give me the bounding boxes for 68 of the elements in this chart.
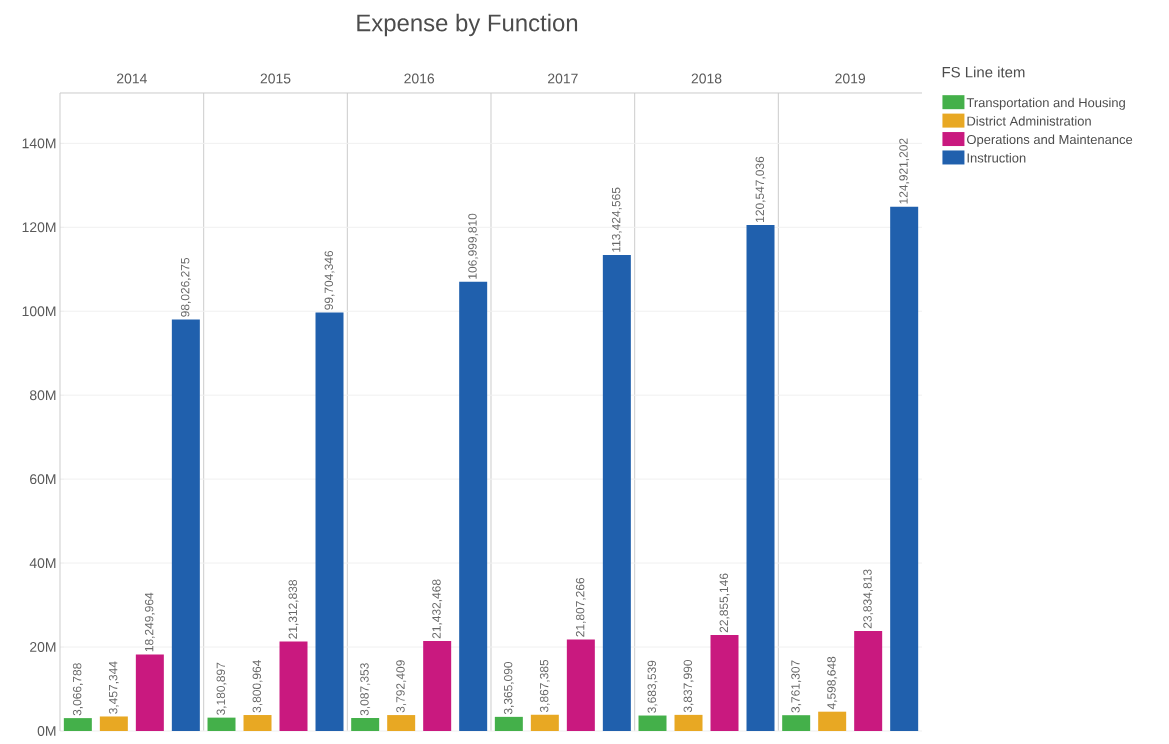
y-tick-label: 20M — [30, 642, 56, 652]
bar — [243, 715, 272, 731]
data-label: 3,837,990 — [683, 659, 694, 713]
bar — [602, 254, 631, 731]
y-tick-label: 140M — [22, 138, 56, 149]
data-label: 98,026,275 — [180, 258, 191, 317]
bar — [423, 641, 452, 731]
data-label: 21,807,266 — [575, 577, 586, 637]
bar — [530, 714, 559, 731]
data-label: 3,800,964 — [252, 660, 263, 713]
data-label: 3,066,788 — [72, 663, 83, 716]
x-tick-label: 2019 — [835, 73, 866, 84]
data-label: 4,598,648 — [827, 656, 838, 710]
data-label: 3,792,409 — [396, 660, 407, 713]
bar — [566, 639, 595, 731]
bar — [387, 715, 416, 731]
data-label: 120,547,036 — [755, 156, 766, 222]
legend-title: FS Line item — [942, 66, 1025, 78]
y-tick-label: 80M — [29, 390, 56, 401]
data-label: 3,683,539 — [647, 660, 658, 713]
bar — [890, 206, 919, 731]
data-label: 21,312,838 — [288, 580, 299, 639]
y-tick-label: 60M — [30, 474, 56, 485]
data-label: 106,999,810 — [468, 213, 479, 279]
data-label: 99,704,346 — [324, 250, 335, 310]
x-tick-label: 2018 — [691, 73, 722, 84]
bar — [674, 714, 703, 731]
bar — [351, 718, 380, 731]
bar — [63, 718, 92, 731]
data-label: 3,457,344 — [108, 661, 119, 714]
bar — [638, 715, 667, 731]
y-tick-label: 120M — [22, 222, 56, 233]
legend-label: Instruction — [967, 153, 1026, 163]
data-label: 113,424,565 — [611, 187, 622, 252]
data-label: 3,365,090 — [503, 661, 514, 715]
y-tick-label: 100M — [22, 306, 56, 317]
x-tick-label: 2017 — [548, 73, 578, 84]
bar — [207, 717, 236, 731]
x-tick-label: 2016 — [404, 73, 435, 84]
bar — [279, 641, 308, 731]
data-label: 3,867,385 — [539, 659, 550, 713]
bar — [315, 312, 344, 731]
bar — [746, 225, 775, 731]
data-label: 23,834,813 — [863, 569, 874, 629]
legend-label: Transportation and Housing — [966, 97, 1125, 110]
bar — [854, 630, 883, 731]
bar — [782, 715, 811, 731]
bar — [135, 654, 164, 731]
data-label: 3,087,353 — [360, 663, 371, 716]
chart-title: Expense by Function — [357, 13, 578, 37]
bar — [99, 716, 128, 731]
data-label: 21,432,468 — [432, 579, 443, 639]
bar — [171, 319, 200, 731]
legend-label: Operations and Maintenance — [967, 134, 1133, 147]
data-label: 124,921,202 — [899, 138, 910, 204]
x-tick-label: 2015 — [260, 73, 291, 84]
legend-label: District Administration — [967, 116, 1091, 126]
data-label: 3,180,897 — [216, 662, 227, 715]
bar — [710, 635, 739, 731]
data-label: 3,761,307 — [791, 660, 802, 713]
bar — [818, 711, 847, 731]
data-label: 18,249,964 — [144, 592, 155, 652]
bar — [459, 281, 488, 731]
x-tick-label: 2014 — [117, 73, 147, 84]
y-tick-label: 40M — [29, 558, 56, 569]
data-label: 22,855,146 — [719, 573, 730, 633]
bar — [494, 716, 523, 731]
y-tick-label: 0M — [37, 726, 56, 736]
